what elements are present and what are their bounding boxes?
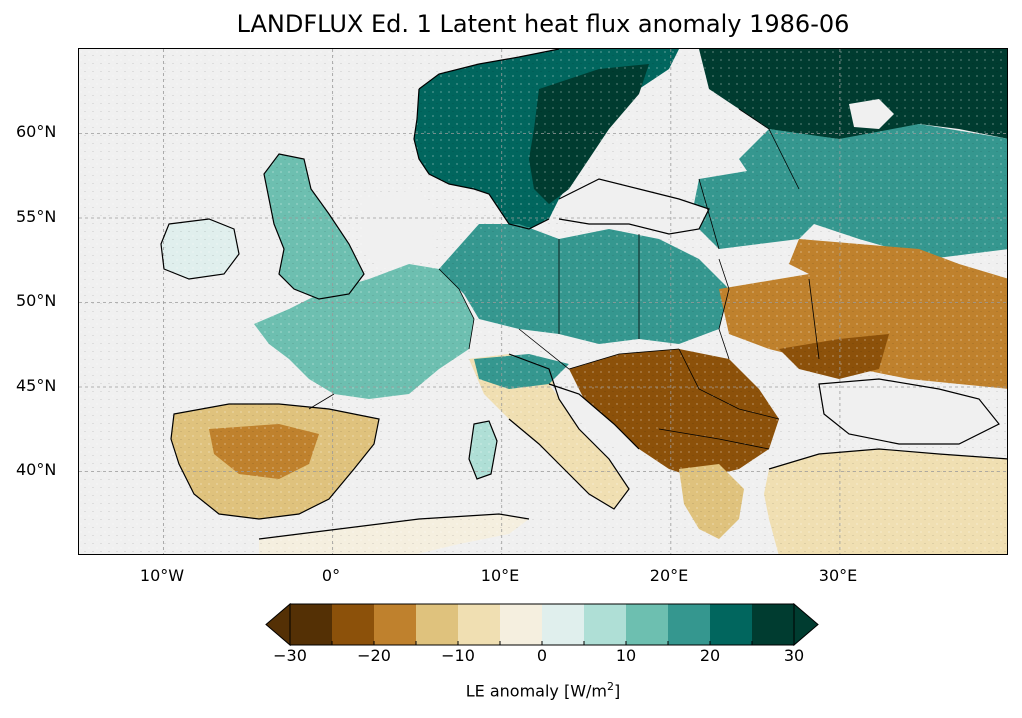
coast-black-sea	[818, 378, 1000, 445]
x-tick-label: 0°	[321, 566, 341, 585]
colorbar-label: LE anomaly [W/m2]	[0, 680, 1022, 700]
border-4	[718, 258, 730, 360]
coast-scandinavia	[413, 49, 560, 230]
region-britain	[264, 154, 364, 299]
colorbar-tick-marks	[289, 641, 795, 645]
coast-italy	[508, 353, 630, 510]
colorbar-tick-label: 10	[615, 646, 637, 665]
colorbar-tick-label: −20	[357, 646, 391, 665]
colorbar-tick-label: −10	[441, 646, 475, 665]
border-5	[518, 328, 680, 370]
colorbar-segments	[265, 603, 819, 647]
coast-turkey	[768, 448, 1007, 470]
colorbar	[265, 603, 819, 647]
region-greece	[679, 464, 744, 539]
coast-britain	[263, 153, 365, 300]
x-tick-label: 30°E	[818, 566, 858, 585]
sea-baltic	[559, 179, 709, 234]
coast-sardinia	[468, 420, 498, 480]
coast-ireland	[160, 218, 240, 280]
x-tick-label: 10°W	[139, 566, 185, 585]
colorbar-segment	[752, 604, 795, 645]
colorbar-segment	[542, 604, 585, 645]
coast-adriatic	[548, 383, 640, 450]
border-6	[678, 348, 780, 420]
sea-adriatic	[549, 384, 639, 454]
colorbar-tick-label: 30	[783, 646, 805, 665]
country-borders	[308, 108, 820, 450]
y-tick-label: 50°N	[16, 291, 57, 310]
colorbar-segment	[584, 604, 627, 645]
border-7	[808, 278, 820, 360]
region-turkey	[764, 449, 1007, 554]
colorbar-segment	[500, 604, 543, 645]
colorbar-segment	[332, 604, 375, 645]
x-tick-label: 10°E	[480, 566, 520, 585]
coast-baltic	[558, 178, 710, 235]
y-tick-label: 40°N	[16, 460, 57, 479]
colorbar-segment	[458, 604, 501, 645]
colorbar-segment	[416, 604, 459, 645]
border-1	[438, 268, 475, 350]
colorbar-tick-label: −30	[273, 646, 307, 665]
x-tick-label: 20°E	[649, 566, 689, 585]
map-title: LANDFLUX Ed. 1 Latent heat flux anomaly …	[236, 10, 850, 38]
colorbar-tick-label: 20	[699, 646, 721, 665]
border-8	[658, 428, 770, 450]
y-tick-label: 60°N	[16, 122, 57, 141]
seas	[364, 99, 999, 454]
y-tick-label: 45°N	[16, 376, 57, 395]
coast-north-africa	[258, 513, 530, 540]
region-finland	[699, 49, 1007, 139]
colorbar-segment	[290, 604, 333, 645]
colorbar-segment	[710, 604, 753, 645]
colorbar-tick-label: 0	[536, 646, 548, 665]
region-germany-poland	[439, 224, 729, 344]
colorbar-label-sup: 2	[607, 680, 615, 693]
map-canvas	[79, 49, 1007, 554]
colorbar-segment	[374, 604, 417, 645]
colorbar-segment	[626, 604, 669, 645]
colorbar-extend-high	[793, 603, 819, 647]
colorbar-label-suffix: ]	[614, 681, 621, 701]
map-panel	[78, 48, 1008, 555]
gridlines	[79, 49, 1007, 554]
sea-northsea	[364, 189, 439, 269]
y-tick-label: 55°N	[16, 207, 57, 226]
colorbar-label-prefix: LE anomaly [W/m	[465, 681, 608, 701]
colorbar-extend-low	[265, 603, 291, 647]
border-10	[738, 108, 800, 190]
sea-black	[819, 379, 999, 444]
border-9	[698, 178, 720, 250]
border-11	[308, 393, 335, 410]
colorbar-segment	[668, 604, 711, 645]
lake-ladoga	[849, 99, 894, 129]
coast-iberia	[170, 403, 380, 520]
region-france-benelux	[254, 264, 474, 399]
coastlines	[160, 49, 1007, 540]
